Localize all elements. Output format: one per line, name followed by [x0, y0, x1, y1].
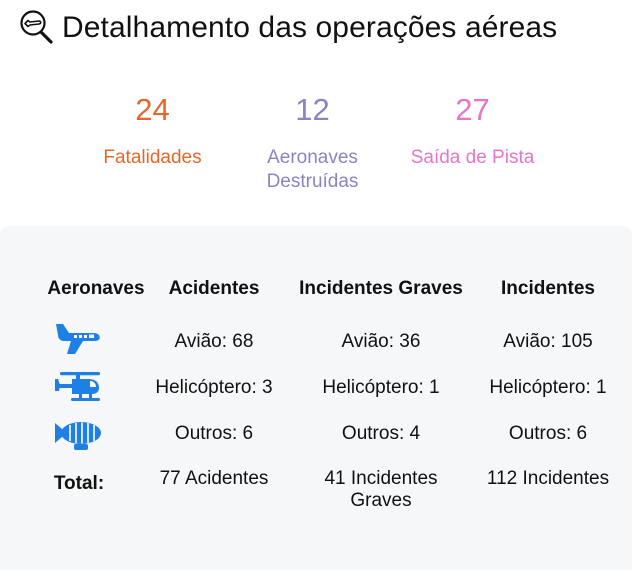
blimp-icon — [55, 422, 101, 450]
header-incidentes: Incidentes — [501, 278, 595, 299]
stat-fatalidades: 24 Fatalidades — [80, 92, 225, 170]
cell-incidentes-aviao: Avião: 105 — [503, 331, 593, 352]
total-label: Total: — [53, 473, 105, 494]
stat-label: Aeronaves Destruídas — [266, 147, 359, 192]
airplane-icon — [56, 324, 100, 354]
cell-acidentes-aviao: Avião: 68 — [174, 331, 254, 352]
stat-label: Fatalidades — [103, 147, 202, 168]
cell-incidentes-graves-outros: Outros: 4 — [341, 423, 421, 444]
stat-aeronaves-destruidas: 12 Aeronaves Destruídas — [250, 92, 375, 194]
stat-value: 12 — [295, 92, 330, 127]
page-header: Detalhamento das operações aéreas — [18, 6, 557, 50]
cell-acidentes-helicoptero: Helicóptero: 3 — [155, 377, 273, 398]
header-acidentes: Acidentes — [168, 278, 260, 299]
header-aeronaves: Aeronaves — [47, 278, 145, 299]
cell-incidentes-outros: Outros: 6 — [508, 423, 588, 444]
helicopter-icon — [55, 372, 100, 401]
cell-acidentes-outros: Outros: 6 — [174, 423, 254, 444]
operations-table-panel — [0, 226, 632, 570]
stat-value: 24 — [135, 92, 170, 127]
plane-search-icon — [20, 10, 53, 44]
stat-saida-de-pista: 27 Saída de Pista — [395, 92, 550, 170]
stat-label: Saída de Pista — [410, 147, 535, 168]
total-acidentes: 77 Acidentes — [159, 468, 269, 489]
stat-value: 27 — [455, 92, 490, 127]
cell-incidentes-graves-aviao: Avião: 36 — [341, 331, 421, 352]
page-title: Detalhamento das operações aéreas — [62, 11, 558, 44]
total-incidentes-graves: 41 Incidentes Graves — [324, 468, 438, 511]
header-incidentes-graves: Incidentes Graves — [299, 278, 463, 299]
cell-incidentes-graves-helicoptero: Helicóptero: 1 — [322, 377, 440, 398]
total-incidentes: 112 Incidentes — [486, 468, 610, 489]
cell-incidentes-helicoptero: Helicóptero: 1 — [489, 377, 607, 398]
